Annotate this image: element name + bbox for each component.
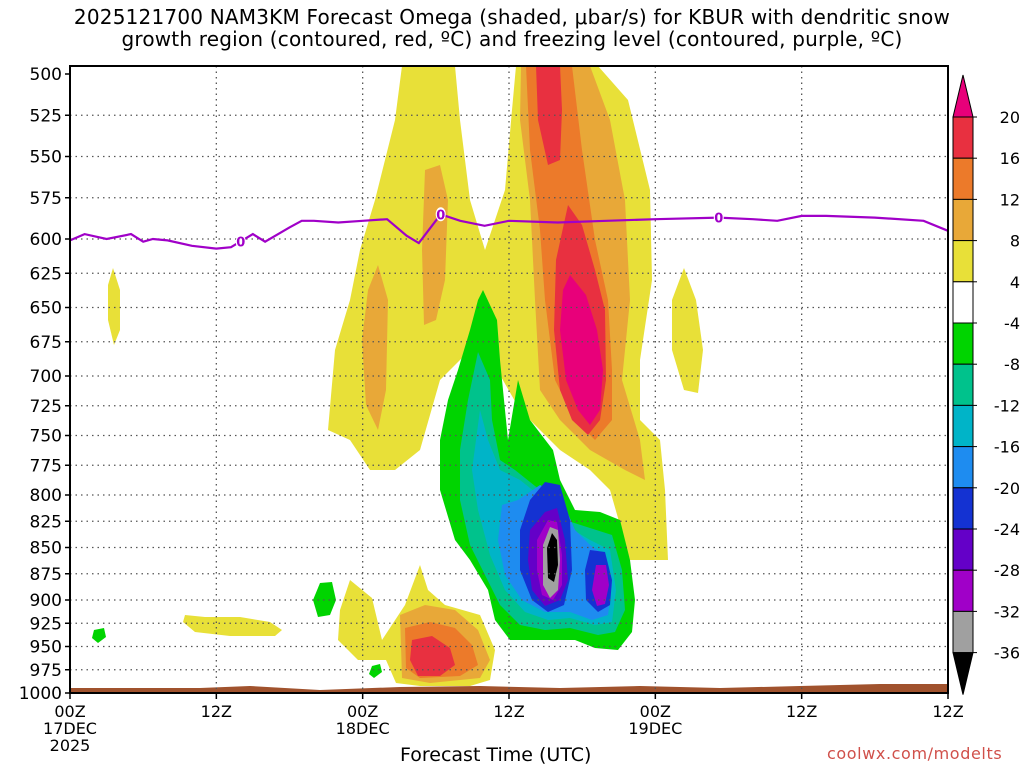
y-tick-label: 550	[30, 148, 62, 168]
x-axis-title: Forecast Time (UTC)	[400, 744, 592, 766]
colorbar-swatch	[952, 569, 974, 612]
y-tick-label: 725	[30, 397, 62, 417]
y-tick-label: 600	[30, 230, 62, 250]
y-tick-label: 650	[30, 299, 62, 319]
y-tick-label: 900	[30, 591, 62, 611]
x-tick-label: 17DEC	[43, 719, 97, 738]
omega-band-4-right-lobe	[672, 268, 703, 393]
colorbar-label: -20	[994, 479, 1020, 498]
y-tick-label: 1000	[19, 684, 62, 704]
colorbar-swatch	[952, 322, 974, 365]
freezing-level-label-bg	[235, 234, 246, 249]
colorbar-label: 8	[1010, 232, 1020, 251]
colorbar: 20 16 12 8 4 -4 -8 -12 -16 -20 -24 -28 -32 -36	[952, 74, 1020, 695]
omega-band-neg24-b	[592, 565, 609, 606]
x-tick-label: 00Z	[54, 702, 85, 721]
colorbar-label: -36	[994, 644, 1020, 663]
colorbar-swatch	[952, 446, 974, 489]
colorbar-swatch	[952, 198, 974, 242]
omega-shading	[70, 66, 948, 693]
y-tick-label: 800	[30, 486, 62, 506]
omega-band-4-low-left	[183, 615, 282, 636]
freezing-level-contour: 0 0 0	[69, 207, 949, 251]
colorbar-top-triangle	[952, 74, 974, 118]
x-tick-label: 19DEC	[628, 719, 682, 738]
colorbar-swatch	[952, 281, 974, 324]
colorbar-label: -24	[994, 520, 1020, 539]
colorbar-label: -32	[994, 602, 1020, 621]
colorbar-label: -16	[994, 438, 1020, 457]
colorbar-label: -12	[994, 396, 1020, 415]
colorbar-swatch	[952, 610, 974, 654]
y-tick-label: 975	[30, 661, 62, 681]
omega-band-neg4-small-c	[369, 664, 382, 678]
credit-text: coolwx.com/modelts	[827, 744, 1003, 763]
x-tick-label: 2025	[50, 736, 91, 755]
y-tick-label: 825	[30, 512, 62, 532]
y-tick-label: 525	[30, 106, 62, 126]
colorbar-swatch	[952, 116, 974, 159]
colorbar-label: 16	[1000, 149, 1020, 168]
y-tick-label: 850	[30, 539, 62, 559]
y-tick-label: 675	[30, 333, 62, 353]
omega-band-neg36	[547, 533, 558, 582]
colorbar-label: 12	[1000, 190, 1020, 209]
y-tick-label: 875	[30, 565, 62, 585]
y-tick-label: 575	[30, 189, 62, 209]
y-tick-label: 700	[30, 367, 62, 387]
freezing-level-label: 0	[236, 236, 245, 251]
colorbar-swatch	[952, 157, 974, 200]
freezing-level-label: 0	[436, 208, 445, 223]
y-tick-label: 925	[30, 614, 62, 634]
omega-band-8	[422, 165, 448, 325]
colorbar-swatch	[952, 487, 974, 530]
colorbar-swatch	[952, 240, 974, 283]
freezing-level-label-bg	[435, 207, 446, 222]
y-tick-label: 950	[30, 638, 62, 658]
y-tick-label: 750	[30, 427, 62, 447]
colorbar-label: -8	[1004, 355, 1020, 374]
y-tick-label: 775	[30, 456, 62, 476]
grid	[70, 66, 948, 693]
x-tick-label: 00Z	[347, 702, 378, 721]
colorbar-swatch	[952, 528, 974, 571]
x-tick-label: 00Z	[640, 702, 671, 721]
freezing-level-label-bg	[713, 210, 724, 225]
colorbar-swatch	[952, 404, 974, 448]
x-tick-label: 12Z	[786, 702, 817, 721]
y-tick-label: 500	[30, 65, 62, 85]
x-tick-label: 12Z	[493, 702, 524, 721]
omega-band-4-left-lobe	[108, 268, 120, 345]
colorbar-label: -28	[994, 561, 1020, 580]
y-tick-label: 625	[30, 264, 62, 284]
freezing-level-line	[69, 213, 949, 250]
chart-title-line2: growth region (contoured, red, ºC) and f…	[121, 27, 903, 51]
x-tick-label: 12Z	[932, 702, 963, 721]
colorbar-label: 4	[1010, 273, 1020, 292]
omega-band-16-low	[410, 636, 455, 676]
colorbar-label: -4	[1004, 314, 1020, 333]
omega-band-neg4-small-b	[92, 628, 106, 643]
freezing-level-label: 0	[714, 212, 723, 227]
colorbar-bottom-triangle	[952, 652, 974, 695]
chart-title: 2025121700 NAM3KM Forecast Omega (shaded…	[0, 6, 1024, 50]
colorbar-label: 20	[1000, 108, 1020, 127]
omega-band-20	[560, 275, 603, 425]
chart-title-line1: 2025121700 NAM3KM Forecast Omega (shaded…	[73, 5, 951, 29]
x-tick-label: 12Z	[201, 702, 232, 721]
colorbar-swatch	[952, 363, 974, 406]
x-tick-label: 18DEC	[336, 719, 390, 738]
omega-band-8-left	[362, 265, 388, 430]
y-axis-labels: 500 525 550 575 600 625 650 675 700 725 750 775 800 8…	[19, 65, 70, 704]
